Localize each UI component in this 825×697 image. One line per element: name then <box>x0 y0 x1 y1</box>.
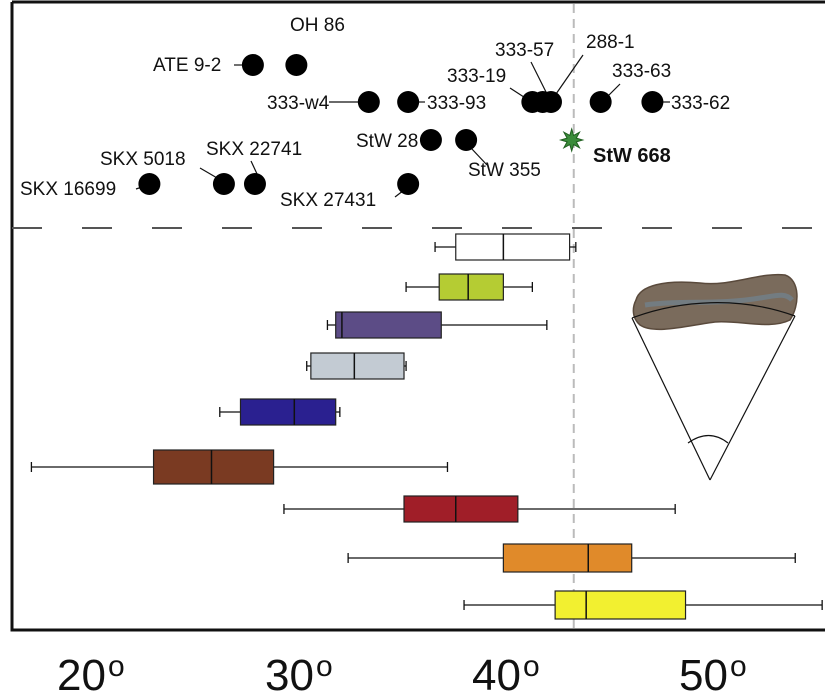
label-stw-28: StW 28 <box>356 131 418 152</box>
x-tick-50: 50 o <box>679 650 747 697</box>
label-skx-27431: SKX 27431 <box>280 190 376 211</box>
label-333-62: 333-62 <box>671 93 730 114</box>
box-iqr <box>403 495 519 523</box>
label-skx-22741: SKX 22741 <box>206 139 302 160</box>
label-333-57: 333-57 <box>495 40 554 61</box>
x-tick-label: 40 <box>472 651 521 697</box>
data-point <box>397 91 420 113</box>
box-iqr <box>152 449 275 485</box>
x-tick-degree: o <box>316 650 333 683</box>
label-288-1: 288-1 <box>586 32 635 53</box>
x-tick-20: 20 o <box>57 650 125 697</box>
x-tick-40: 40 o <box>472 650 540 697</box>
x-tick-degree: o <box>730 650 747 683</box>
label-333-63: 333-63 <box>612 61 671 82</box>
data-point <box>357 91 380 113</box>
box-plot <box>283 495 676 523</box>
x-tick-degree: o <box>108 650 125 683</box>
bone-angle-diagram-icon <box>631 273 798 481</box>
label-oh-86: OH 86 <box>290 15 345 36</box>
box-iqr <box>502 543 633 573</box>
highlight-star-point <box>558 127 585 153</box>
box-iqr <box>335 311 442 339</box>
data-point <box>212 173 235 195</box>
data-point <box>285 54 308 76</box>
box-plot <box>306 352 407 380</box>
label-skx-16699: SKX 16699 <box>20 179 116 200</box>
plot-frame <box>10 0 825 632</box>
label-skx-5018: SKX 5018 <box>100 149 186 170</box>
box-plot <box>326 311 548 339</box>
data-point <box>241 54 264 76</box>
box-iqr <box>438 273 504 301</box>
label-333-93: 333-93 <box>427 93 486 114</box>
data-point <box>641 91 664 113</box>
x-tick-label: 50 <box>679 651 728 697</box>
box-plot <box>434 233 577 261</box>
label-333-19: 333-19 <box>447 66 506 87</box>
box-iqr <box>455 233 571 261</box>
label-ate-9-2: ATE 9-2 <box>153 55 221 76</box>
box-plot <box>219 398 341 426</box>
point-labels: ATE 9-2 OH 86 333-w4 333-93 333-19 333-5… <box>20 15 730 211</box>
label-stw-355: StW 355 <box>468 160 541 181</box>
data-point <box>419 129 442 151</box>
label-stw-668: StW 668 <box>593 145 671 167</box>
x-tick-label: 30 <box>265 651 314 697</box>
box-plot <box>30 449 449 485</box>
data-point <box>539 91 562 113</box>
x-axis: 20 o 30 o 40 o 50 o <box>57 650 747 697</box>
box-plot <box>463 590 823 620</box>
x-tick-30: 30 o <box>265 650 333 697</box>
data-point <box>138 173 161 195</box>
data-point <box>455 129 478 151</box>
data-point <box>243 173 266 195</box>
box-plot <box>405 273 533 301</box>
box-iqr <box>239 398 337 426</box>
box-plot <box>347 543 796 573</box>
x-tick-label: 20 <box>57 651 106 697</box>
data-point <box>589 91 612 113</box>
box-iqr <box>310 352 405 380</box>
box-iqr <box>554 590 687 620</box>
label-333-w4: 333-w4 <box>267 93 330 114</box>
data-point <box>397 173 420 195</box>
x-tick-degree: o <box>523 650 540 683</box>
